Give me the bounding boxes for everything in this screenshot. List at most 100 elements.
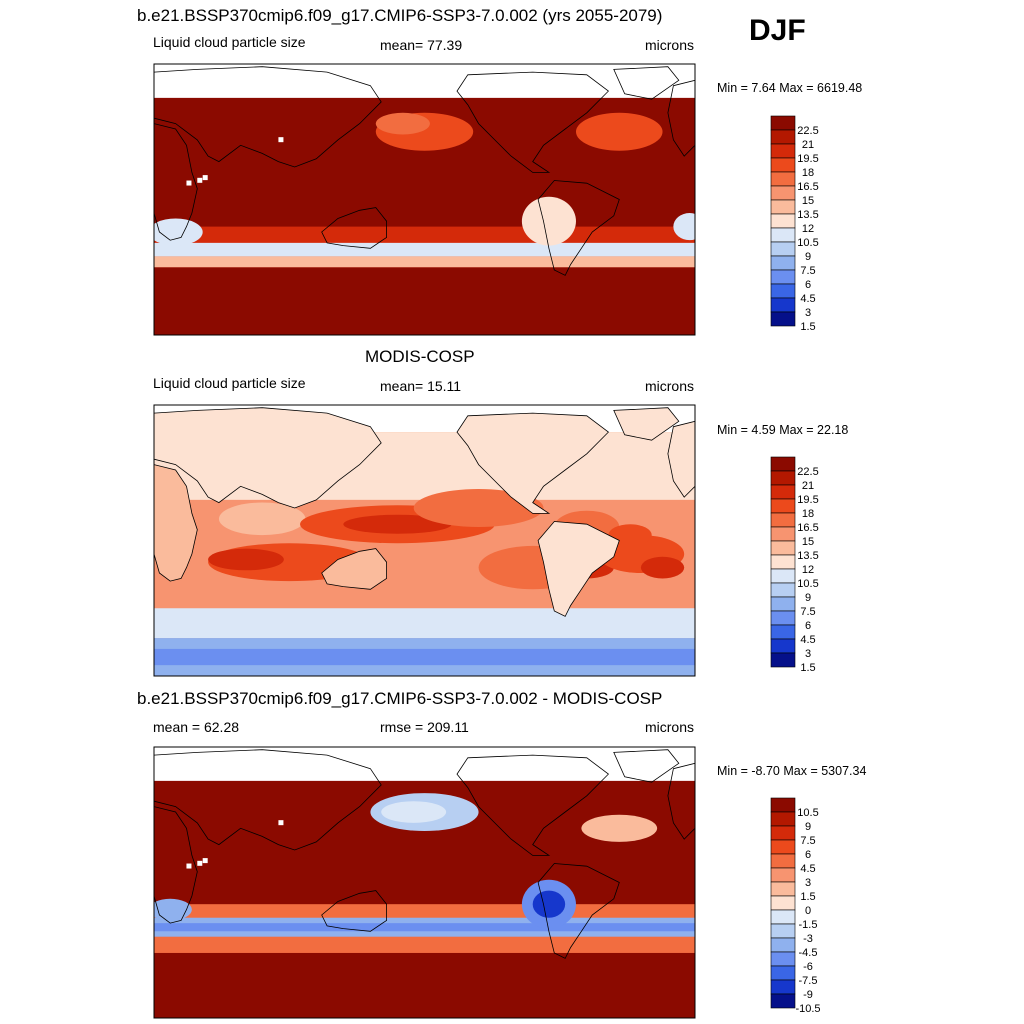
- colorbar-swatch: [770, 937, 796, 953]
- colorbar-swatch: [770, 470, 796, 486]
- coastline-australia: [321, 548, 387, 590]
- panel1-mean-label: mean= 77.39: [380, 37, 463, 53]
- coastline-greenland: [613, 749, 680, 783]
- colorbar-swatch: [770, 540, 796, 556]
- panel3-minmax-label: Min = -8.70 Max = 5307.34: [717, 764, 867, 778]
- coastline-africa: [154, 123, 198, 241]
- colorbar-tick-label: 3: [805, 307, 811, 319]
- missing-data-cell: [278, 137, 284, 143]
- colorbar-tick-label: 13.5: [797, 550, 818, 562]
- colorbar-swatch: [770, 610, 796, 626]
- colorbar-swatch: [770, 311, 796, 327]
- coastline-namerica: [456, 412, 610, 514]
- colorbar-1: 22.5 21 19.5 18 16.5 15 13.5 12 10.5 9 7.5 6 4.5 3 1.5: [770, 115, 819, 333]
- colorbar-swatch: [770, 456, 796, 472]
- colorbar-tick-label: -1.5: [799, 919, 818, 931]
- north-pacific-core: [381, 801, 447, 823]
- north-atlantic-patch: [581, 814, 658, 842]
- coastline-namerica: [456, 71, 610, 173]
- colorbar-tick-label: 16.5: [797, 181, 818, 193]
- colorbar-tick-label: 18: [802, 167, 814, 179]
- colorbar-swatch: [770, 839, 796, 855]
- coastline-greenland: [613, 66, 680, 100]
- map-background: [154, 747, 695, 1018]
- colorbar-tick-label: -10.5: [795, 1003, 820, 1015]
- colorbar-tick-label: 3: [805, 877, 811, 889]
- southern-light-band: [154, 608, 695, 639]
- colorbar-swatch: [770, 568, 796, 584]
- colorbar-swatch: [770, 881, 796, 897]
- missing-data-region: [154, 64, 695, 98]
- colorbar-tick-label: 15: [802, 195, 814, 207]
- panel2-minmax-label: Min = 4.59 Max = 22.18: [717, 423, 849, 437]
- colorbar-swatch: [770, 526, 796, 542]
- colorbar-tick-label: 21: [802, 139, 814, 151]
- arabian-sea-patch: [218, 502, 306, 536]
- coastline-samerica: [537, 180, 620, 276]
- colorbar-tick-label: 1.5: [800, 662, 815, 674]
- panel3-title: b.e21.BSSP370cmip6.f09_g17.CMIP6-SSP3-7.…: [137, 689, 663, 708]
- colorbar-swatch: [770, 171, 796, 187]
- coastline-samerica: [537, 863, 620, 959]
- colorbar-tick-label: 9: [805, 592, 811, 604]
- colorbar-tick-label: 22.5: [797, 125, 818, 137]
- missing-data-cell: [202, 858, 208, 864]
- colorbar-tick-label: -9: [803, 989, 813, 1001]
- colorbar-swatch: [770, 283, 796, 299]
- south-atlantic-core: [640, 556, 685, 579]
- colorbar-swatch: [770, 199, 796, 215]
- map-background: [154, 64, 695, 335]
- panel1-minmax-label: Min = 7.64 Max = 6619.48: [717, 81, 863, 95]
- coastline-europe: [667, 420, 695, 498]
- panel1-units-label: microns: [645, 37, 695, 53]
- west-pacific-core: [343, 514, 452, 534]
- panel2-title: MODIS-COSP: [365, 347, 475, 366]
- missing-data-cell: [197, 177, 203, 183]
- coastline-eurasia: [154, 749, 382, 851]
- colorbar-tick-label: 0: [805, 905, 811, 917]
- colorbar-tick-label: 4.5: [800, 634, 815, 646]
- colorbar-tick-label: 9: [805, 821, 811, 833]
- colorbar-tick-label: -7.5: [799, 975, 818, 987]
- southern-ocean-mid-band: [154, 256, 695, 268]
- colorbar-tick-label: 21: [802, 480, 814, 492]
- colorbar-swatch: [770, 185, 796, 201]
- colorbar-swatch: [770, 241, 796, 257]
- colorbar-tick-label: 12: [802, 564, 814, 576]
- colorbar-swatch: [770, 255, 796, 271]
- colorbar-tick-label: 19.5: [797, 494, 818, 506]
- panel1-variable-label: Liquid cloud particle size: [153, 34, 306, 50]
- colorbar-tick-label: 3: [805, 648, 811, 660]
- colorbar-swatch: [770, 811, 796, 827]
- missing-data-cell: [186, 863, 192, 869]
- colorbar-swatch: [770, 965, 796, 981]
- colorbar-swatch: [770, 227, 796, 243]
- map-field: [154, 64, 695, 335]
- colorbar-swatch: [770, 484, 796, 500]
- map-panel-2: [153, 404, 696, 677]
- panel2-variable-label: Liquid cloud particle size: [153, 375, 306, 391]
- colorbar-swatch: [770, 909, 796, 925]
- colorbar-tick-label: 9: [805, 251, 811, 263]
- colorbar-swatch: [770, 867, 796, 883]
- colorbar-swatch: [770, 269, 796, 285]
- colorbar-swatch: [770, 582, 796, 598]
- colorbar-swatch: [770, 512, 796, 528]
- colorbar-tick-label: 7.5: [800, 835, 815, 847]
- colorbar-tick-label: 6: [805, 849, 811, 861]
- southern-ocean-core-band: [154, 923, 695, 932]
- coastline-africa: [154, 464, 198, 582]
- panel3-mean-label: mean = 62.28: [153, 719, 240, 735]
- colorbar-tick-label: 1.5: [800, 321, 815, 333]
- colorbar-tick-label: 6: [805, 279, 811, 291]
- south-indian-patch: [154, 218, 203, 246]
- colorbar-swatch: [770, 554, 796, 570]
- southeast-pacific-core: [532, 890, 566, 918]
- colorbar-tick-label: 13.5: [797, 209, 818, 221]
- missing-data-cell: [202, 175, 208, 181]
- colorbar-tick-label: 4.5: [800, 863, 815, 875]
- colorbar-swatch: [770, 596, 796, 612]
- south-atlantic-patch: [673, 213, 695, 241]
- colorbar-2: 22.5 21 19.5 18 16.5 15 13.5 12 10.5 9 7.5 6 4.5 3 1.5: [770, 456, 819, 674]
